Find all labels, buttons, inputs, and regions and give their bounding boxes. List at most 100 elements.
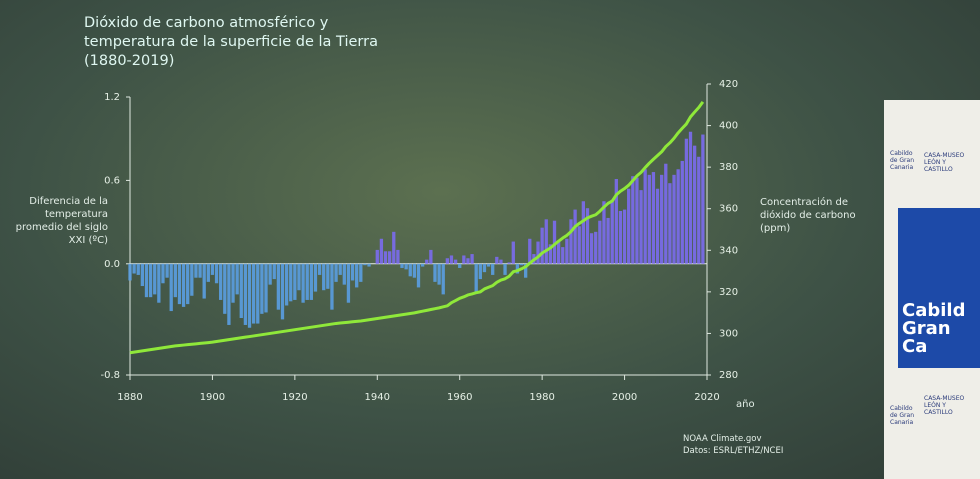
bar — [264, 263, 268, 313]
y-tick-label: 0.0 — [104, 259, 120, 270]
bar — [165, 263, 169, 278]
bar — [420, 263, 425, 267]
y-tick-label: -0.8 — [100, 370, 120, 381]
bar — [293, 263, 297, 300]
bar — [355, 263, 359, 288]
bar — [412, 263, 417, 278]
bar — [697, 156, 701, 264]
bar — [503, 263, 507, 275]
bar — [342, 263, 346, 285]
bar — [198, 263, 202, 278]
y2-tick-label: 420 — [719, 79, 738, 90]
sign-small-text: Cabildo de Gran Canaria — [890, 150, 915, 171]
bar — [379, 238, 384, 264]
bar — [301, 263, 305, 303]
bar — [128, 263, 132, 281]
bar — [194, 263, 198, 278]
bar — [466, 258, 470, 264]
y2-tick-label: 400 — [719, 121, 738, 132]
bar — [676, 169, 680, 264]
bar — [297, 263, 301, 291]
sign-small-text: Cabildo de Gran Canaria — [890, 405, 915, 426]
bar — [540, 227, 544, 264]
bar — [161, 263, 165, 284]
bar — [214, 263, 219, 284]
bar — [544, 219, 548, 264]
bar — [482, 263, 487, 273]
bar — [441, 263, 445, 295]
y-tick-label: 1.2 — [104, 92, 120, 103]
banner-line: Gran Ca — [902, 318, 951, 357]
bar — [491, 263, 495, 275]
bar — [227, 263, 231, 325]
bar — [635, 177, 639, 264]
bar — [449, 255, 454, 264]
bar — [647, 174, 651, 264]
bar — [680, 160, 684, 264]
y2-tick-label: 300 — [719, 328, 738, 339]
bar — [317, 263, 322, 275]
bar — [177, 263, 182, 305]
bar — [643, 169, 647, 264]
x-tick-label: 2000 — [612, 392, 637, 403]
x-tick-label: 1900 — [200, 392, 225, 403]
bar — [190, 263, 194, 296]
bar — [392, 231, 396, 264]
bar — [602, 201, 606, 264]
bar — [453, 259, 458, 264]
banner-line: Cabild — [902, 300, 966, 321]
co2-line — [129, 100, 705, 355]
bar — [202, 263, 206, 299]
bar — [243, 263, 248, 325]
bar — [173, 263, 177, 298]
x-tick-label: 1940 — [365, 392, 390, 403]
bar — [309, 263, 313, 300]
bar — [561, 247, 565, 264]
bar — [375, 249, 379, 264]
source: NOAA Climate.gov Datos: ESRL/ETHZ/NCEI — [683, 433, 783, 457]
chart: -0.8 0.0 0.6 1.2 280 300 320 340 360 380 400 420 188… — [100, 79, 738, 403]
bar — [651, 172, 656, 264]
x-tick-label: 1960 — [447, 392, 472, 403]
bar — [239, 263, 243, 319]
bar — [598, 220, 602, 264]
bar — [289, 263, 293, 302]
x-tick-label: 1880 — [117, 392, 142, 403]
x-tick-label: 1980 — [529, 392, 554, 403]
bar — [132, 263, 136, 274]
signage: Cabildo de Gran Canaria CASA-MUSEO LEÓN … — [884, 100, 980, 479]
bar — [627, 188, 631, 264]
bar — [429, 249, 433, 264]
bar — [346, 263, 351, 303]
y-tick-label: 0.6 — [104, 175, 120, 186]
bar — [400, 263, 404, 268]
bar — [581, 201, 586, 264]
bar — [668, 183, 672, 264]
bar — [548, 244, 553, 264]
bar — [157, 263, 161, 303]
bar — [404, 263, 408, 270]
bar — [367, 263, 371, 267]
x-tick-label: 1920 — [282, 392, 307, 403]
x-tick-label: 2020 — [694, 392, 719, 403]
bar — [396, 249, 400, 264]
bar — [618, 210, 623, 264]
bar — [272, 263, 276, 280]
bar — [470, 254, 474, 264]
bar — [701, 134, 705, 264]
bar — [672, 174, 676, 264]
bar — [684, 138, 689, 264]
bar — [606, 217, 610, 264]
bar — [462, 255, 466, 264]
bar — [206, 263, 210, 282]
bar — [388, 251, 392, 264]
bar — [322, 263, 326, 291]
bar — [639, 190, 643, 264]
bar — [338, 263, 342, 275]
y2-tick-label: 280 — [719, 370, 738, 381]
bar — [528, 238, 532, 264]
bar — [260, 263, 264, 314]
bar — [136, 263, 140, 275]
bar — [153, 263, 157, 295]
